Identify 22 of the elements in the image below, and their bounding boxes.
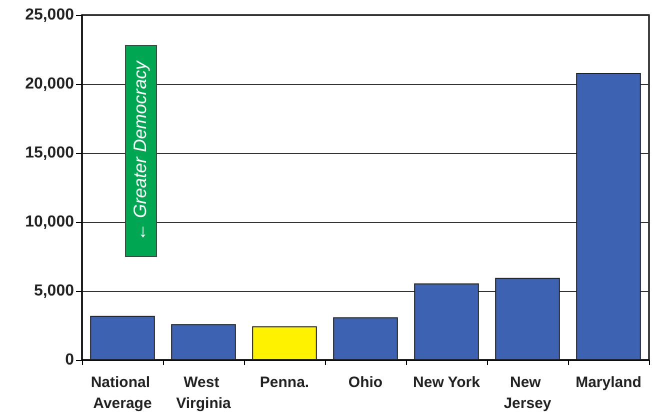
x-tick-label: Penna. <box>260 374 310 391</box>
y-tick-label: 0 <box>65 352 74 368</box>
annotation: ← Greater Democracy <box>130 60 152 241</box>
x-tick-label: New Jersey <box>504 374 552 412</box>
x-tick-label: West Virginia <box>176 374 232 412</box>
bar <box>495 278 560 360</box>
x-tick-label: Maryland <box>576 374 642 391</box>
y-tick-label: 5,000 <box>34 282 74 300</box>
bar <box>90 316 155 360</box>
y-tick-label: 10,000 <box>25 214 74 230</box>
y-tick-label: 20,000 <box>25 76 74 92</box>
note-box: ← Greater Democracy <box>124 45 157 256</box>
x-tick-label: New York <box>413 374 481 391</box>
x-tick-label: Ohio <box>348 374 383 391</box>
y-tick-label: 15,000 <box>25 144 74 162</box>
x-tick-label: National Average <box>90 374 154 412</box>
y-tick-label: 25,000 <box>25 6 74 24</box>
bar <box>333 317 398 360</box>
bar <box>576 72 641 360</box>
bar <box>414 283 479 360</box>
bar <box>252 326 317 360</box>
bar <box>171 324 236 360</box>
